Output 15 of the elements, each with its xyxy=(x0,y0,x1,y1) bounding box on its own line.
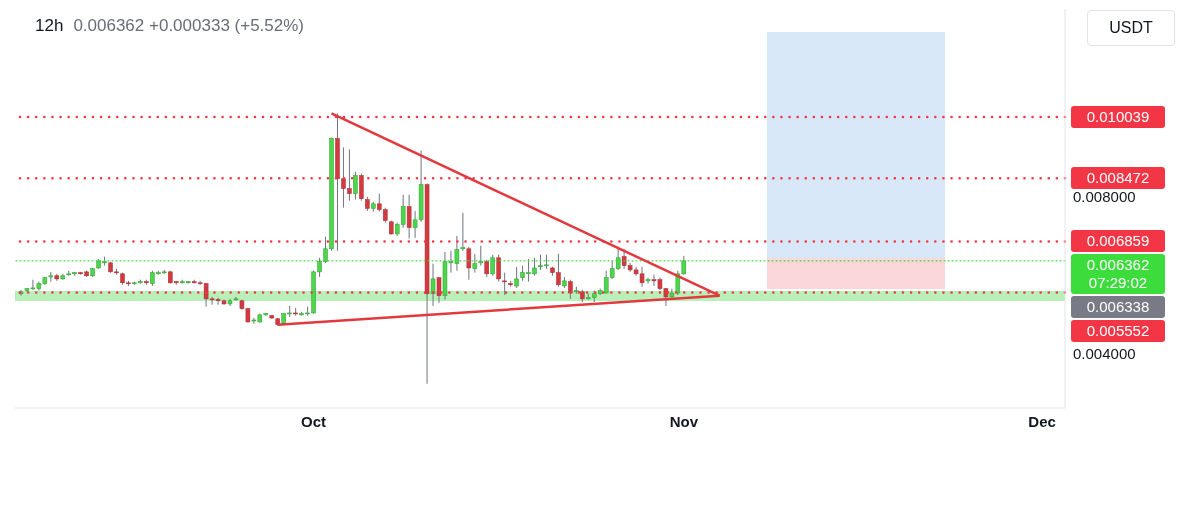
y-tick-label: 0.008000 xyxy=(1073,188,1136,206)
ref-line-label: 0.008472 xyxy=(1071,169,1165,188)
ref-line-label: 0.010039 xyxy=(1071,108,1165,126)
y-tick-label: 0.004000 xyxy=(1073,344,1136,362)
x-tick-label: Oct xyxy=(301,412,327,430)
chart-title: 12h xyxy=(35,16,64,35)
ref-line-label: 0.006362 xyxy=(1085,256,1151,275)
text: 0.006338 xyxy=(1071,298,1165,317)
y-axis-title: USDT xyxy=(1087,10,1175,46)
x-tick-label: Nov xyxy=(669,412,699,430)
ref-line-label: 0.005552 xyxy=(1071,322,1165,341)
x-tick-label: Dec xyxy=(1028,412,1056,430)
chart-subtitle: 0.006362 +0.000333 (+5.52%) xyxy=(73,16,305,35)
ref-line-label: 0.006859 xyxy=(1071,232,1165,251)
text: 07:29:02 xyxy=(1087,274,1149,293)
